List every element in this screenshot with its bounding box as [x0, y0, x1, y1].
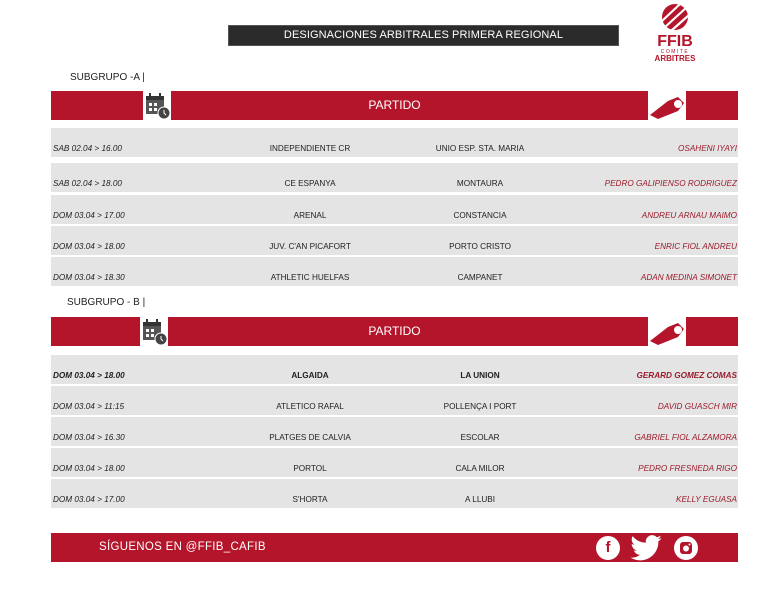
referee-name: ENRIC FIOL ANDREU — [654, 242, 737, 251]
referee-name: GABRIEL FIOL ALZAMORA — [634, 433, 737, 442]
twitter-icon[interactable] — [630, 535, 662, 564]
ffib-logo: FFIB COMITE ARBITRES — [652, 3, 698, 63]
referee-name: OSAHENI IYAYI — [678, 144, 737, 153]
svg-text:COMITE: COMITE — [661, 49, 689, 55]
whistle-icon — [648, 91, 686, 120]
match-date: SAB 02.04 > 16.00 — [53, 144, 122, 153]
match-row: SAB 02.04 > 18.00 CE ESPANYA MONTAURA PEDRO… — [51, 163, 738, 192]
header-label: PARTIDO — [368, 324, 421, 338]
referee-name: KELLY EGUASA — [676, 495, 737, 504]
referee-name: PEDRO GALIPIENSO RODRIGUEZ — [604, 179, 737, 188]
page-title: DESIGNACIONES ARBITRALES PRIMERA REGIONA… — [228, 25, 619, 46]
match-date: DOM 03.04 > 17.00 — [53, 495, 125, 504]
match-row: DOM 03.04 > 11:15 ATLETICO RAFAL POLLENÇA … — [51, 386, 738, 415]
match-date: DOM 03.04 > 18.00 — [53, 242, 125, 251]
match-date: DOM 03.04 > 11:15 — [53, 402, 125, 411]
match-date: SAB 02.04 > 18.00 — [53, 179, 122, 188]
referee-name: ADAN MEDINA SIMONET — [640, 273, 737, 282]
match-row: DOM 03.04 > 16.30 PLATGES DE CALVIA ESCOLA… — [51, 417, 738, 446]
match-row: DOM 03.04 > 17.00 S'HORTA A LLUBI KELLY EGU… — [51, 479, 738, 508]
match-date: DOM 03.04 > 18.30 — [53, 273, 125, 282]
match-date: DOM 03.04 > 18.00 — [53, 464, 125, 473]
match-row: DOM 03.04 > 18.00 JUV. C'AN PICAFORT PORTO… — [51, 226, 738, 255]
subgroup-a-label: SUBGRUPO -A | — [70, 72, 145, 83]
match-row: SAB 02.04 > 16.00 INDEPENDIENTE CR UNIO ES… — [51, 128, 738, 157]
match-date: DOM 03.04 > 16.30 — [53, 433, 125, 442]
svg-text:FFIB: FFIB — [657, 33, 693, 50]
group-a-header: PARTIDO — [51, 91, 738, 120]
match-date: DOM 03.04 > 17.00 — [53, 211, 125, 220]
header-label: PARTIDO — [368, 98, 421, 112]
referee-name: DAVID GUASCH MIR — [657, 402, 737, 411]
instagram-icon[interactable] — [674, 536, 698, 560]
calendar-clock-icon — [140, 317, 168, 346]
match-row: DOM 03.04 > 17.00 ARENAL CONSTANCIA ANDREU … — [51, 195, 738, 224]
match-row: DOM 03.04 > 18.30 ATHLETIC HUELFAS CAMPANE… — [51, 257, 738, 286]
referee-name: ANDREU ARNAU MAIMO — [641, 211, 737, 220]
whistle-icon — [648, 317, 686, 346]
svg-text:ARBITRES: ARBITRES — [655, 54, 697, 63]
calendar-clock-icon — [143, 91, 171, 120]
footer-text: SÍGUENOS EN @FFIB_CAFIB — [99, 541, 266, 553]
match-row: DOM 03.04 > 18.00 PORTOL CALA MILOR PEDRO F… — [51, 448, 738, 477]
facebook-icon[interactable]: f — [596, 536, 620, 560]
group-b-header: PARTIDO — [51, 317, 738, 346]
referee-name: PEDRO FRESNEDA RIGO — [638, 464, 737, 473]
footer: SÍGUENOS EN @FFIB_CAFIB f — [51, 533, 738, 562]
match-row: DOM 03.04 > 18.00 ALGAIDA LA UNION GERARD G… — [51, 355, 738, 384]
referee-name: GERARD GOMEZ COMAS — [636, 371, 737, 380]
subgroup-b-label: SUBGRUPO - B | — [67, 297, 146, 308]
match-date: DOM 03.04 > 18.00 — [53, 371, 125, 380]
